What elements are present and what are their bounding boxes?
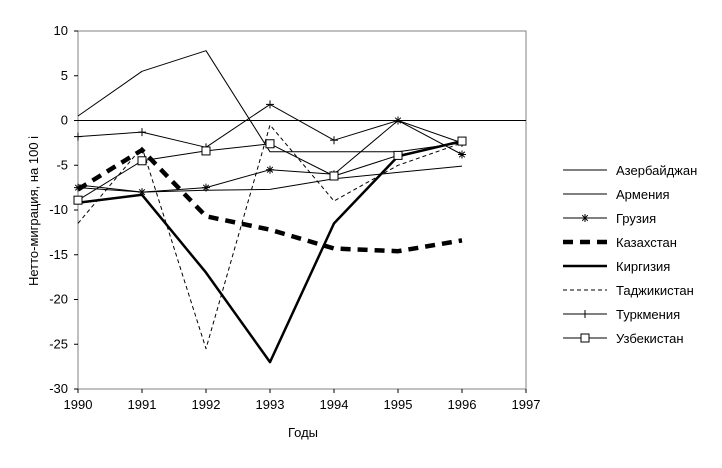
legend-item: Киргизия	[563, 259, 670, 274]
legend-label: Армения	[616, 187, 670, 202]
y-tick-label: -30	[49, 381, 68, 396]
legend-label: Киргизия	[616, 259, 670, 274]
legend-item: Таджикистан	[563, 283, 694, 298]
x-tick-label: 1990	[64, 397, 93, 412]
legend-marker	[581, 214, 589, 222]
series-5	[77, 139, 463, 364]
legend-item: Азербайджан	[563, 163, 697, 178]
legend-item: Грузия	[563, 211, 656, 226]
data-point	[458, 151, 466, 158]
series-8	[73, 136, 467, 205]
x-axis-title: Годы	[288, 425, 318, 440]
x-tick-label: 1991	[128, 397, 157, 412]
series-7	[74, 100, 466, 152]
legend-item: Туркмения	[563, 307, 680, 322]
series-3	[74, 116, 466, 197]
legend-label: Грузия	[616, 211, 656, 226]
data-point	[266, 166, 274, 173]
plot-area-frame	[77, 30, 527, 390]
series-6	[77, 124, 463, 350]
x-tick-label: 1994	[320, 397, 349, 412]
y-tick-label: -20	[49, 292, 68, 307]
data-point	[393, 150, 403, 160]
series-line	[77, 139, 463, 364]
legend-label: Туркмения	[616, 307, 680, 322]
series-line	[77, 124, 463, 350]
data-point	[329, 171, 339, 181]
data-point	[457, 136, 467, 146]
data-point	[265, 139, 275, 149]
legend-item: Казахстан	[563, 235, 677, 250]
legend-label: Таджикистан	[616, 283, 694, 298]
data-point	[73, 195, 83, 205]
x-tick-label: 1995	[384, 397, 413, 412]
y-tick-label: -25	[49, 336, 68, 351]
legend-marker	[580, 333, 590, 343]
y-tick-label: -5	[56, 157, 68, 172]
y-tick-label: 5	[61, 68, 68, 83]
legend-item: Армения	[563, 187, 670, 202]
y-tick-label: 0	[61, 113, 68, 128]
y-tick-label: -15	[49, 247, 68, 262]
legend: Азербайджан Армения Грузия Казахстан Киргизи…	[563, 163, 697, 346]
series-line	[76, 147, 463, 254]
y-tick-label: -10	[49, 202, 68, 217]
x-tick-label: 1992	[192, 397, 221, 412]
data-point	[202, 184, 210, 191]
data-point	[201, 146, 211, 156]
legend-label: Казахстан	[616, 235, 677, 250]
x-tick-label: 1997	[512, 397, 541, 412]
y-axis-title: Нетто-миграция, на 100 i	[26, 136, 41, 286]
series-layer	[73, 50, 467, 364]
legend-label: Азербайджан	[616, 163, 697, 178]
legend-item: Узбекистан	[563, 331, 684, 346]
legend-label: Узбекистан	[616, 331, 684, 346]
x-tick-label: 1996	[448, 397, 477, 412]
x-tick-label: 1993	[256, 397, 285, 412]
series-line	[77, 120, 463, 193]
y-tick-label: 10	[54, 23, 68, 38]
series-4	[76, 147, 463, 254]
data-point	[137, 156, 147, 166]
